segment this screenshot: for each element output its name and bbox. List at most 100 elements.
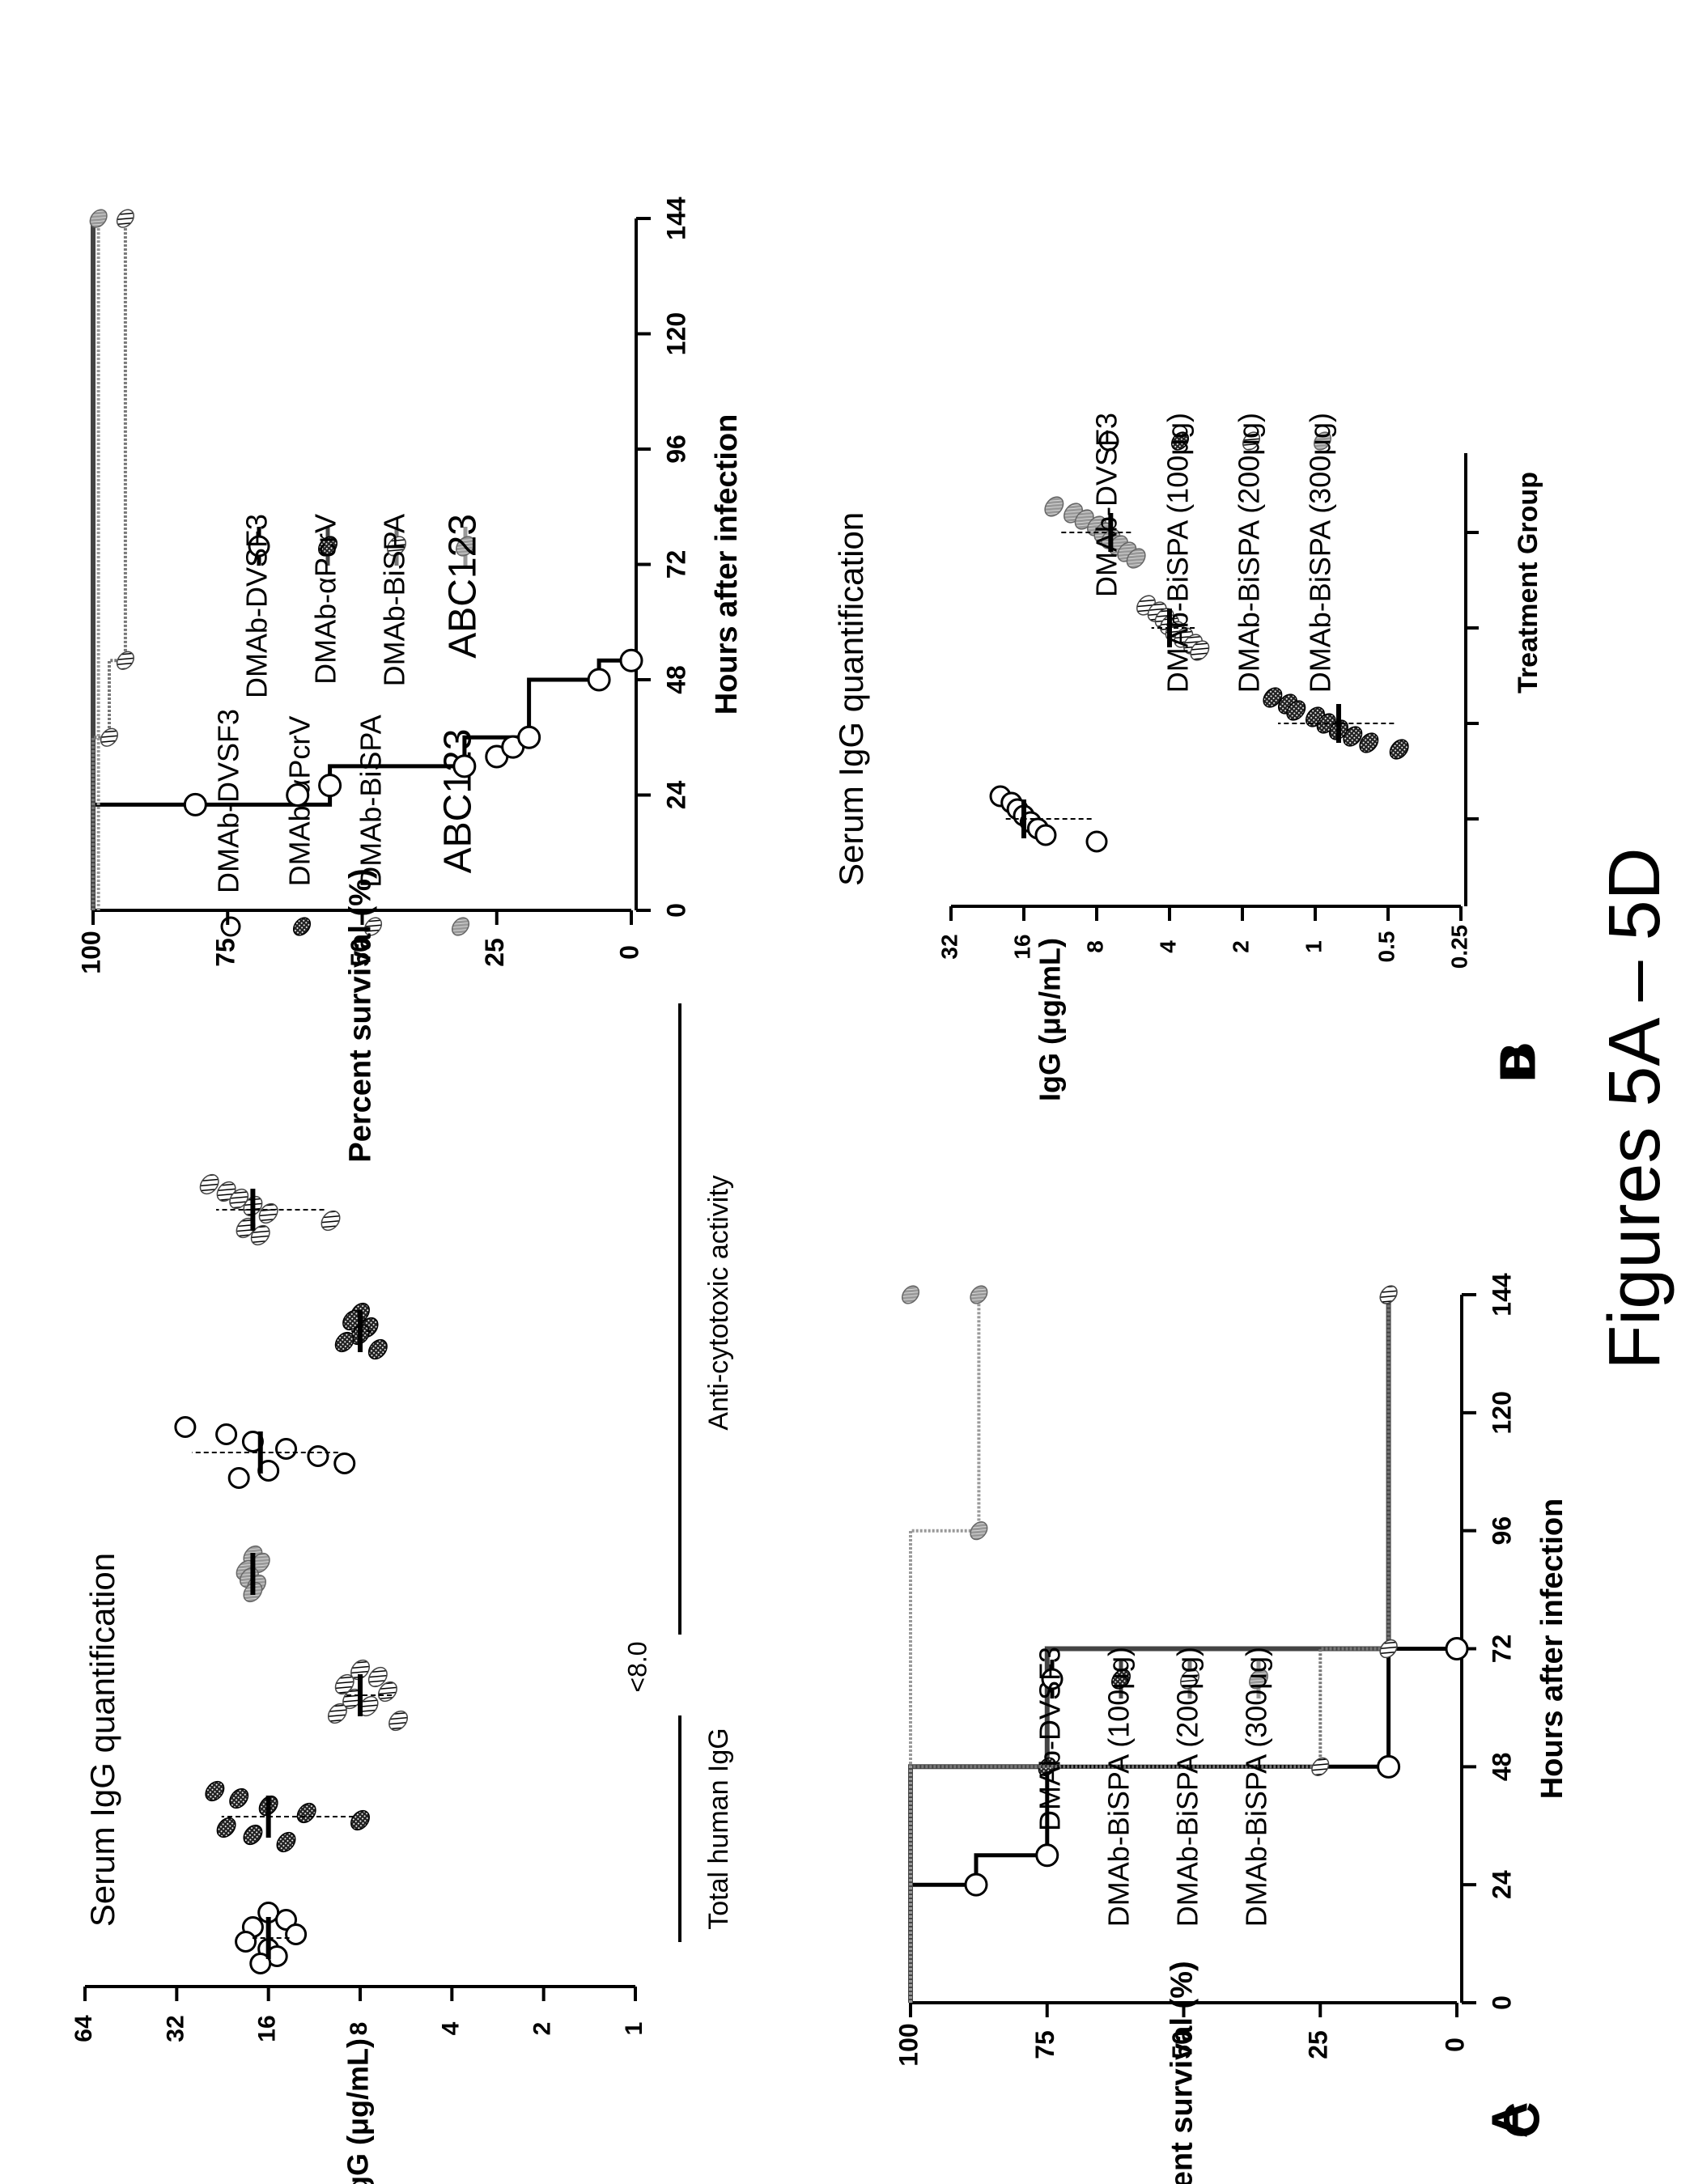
- x-tick-label: 120: [661, 312, 690, 355]
- y-tick-label: 100: [894, 2023, 923, 2066]
- legend-entry: DMAb-BiSPA (300μg): [1240, 1647, 1273, 1927]
- panel-label: A: [1482, 2102, 1538, 2139]
- data-point: [1263, 687, 1283, 708]
- y-tick-label: 4: [1155, 940, 1180, 953]
- legend-marker: [1242, 431, 1261, 451]
- data-point: [1034, 824, 1057, 846]
- censor-marker: [116, 651, 134, 670]
- panel-c: 0 24 48 72 96 120 144 0 25 50 75 100 Hours after inf…: [894, 1273, 1569, 2184]
- y-tick-label: 75: [1030, 2030, 1059, 2059]
- data-point: [205, 1780, 225, 1802]
- panel-label: B: [1490, 1042, 1546, 1079]
- legend-marker: [1249, 1669, 1268, 1690]
- x-tick-label: 96: [1487, 1516, 1516, 1546]
- x-tick-label: 24: [1487, 1870, 1516, 1899]
- x-tick-label: 0: [1487, 1995, 1516, 2010]
- censor-marker: [1379, 1639, 1398, 1659]
- censor-marker: [619, 648, 643, 672]
- y-tick-label: 2: [529, 2022, 556, 2036]
- data-point: [1190, 640, 1210, 661]
- data-point: [367, 1338, 388, 1360]
- y-tick-label: 25: [1304, 2030, 1333, 2059]
- x-tick-label: 96: [661, 435, 690, 464]
- legend-entry: DMAb-αPcrV: [309, 514, 342, 685]
- legend-marker: [292, 917, 312, 936]
- data-point: [321, 1210, 341, 1232]
- y-tick-label: 0.5: [1373, 931, 1399, 963]
- censor-marker: [1377, 1754, 1401, 1779]
- censor-marker: [970, 1521, 988, 1541]
- legend-entry: DMAb-BiSPA: [355, 715, 388, 887]
- data-point: [333, 1452, 356, 1474]
- censor-marker: [517, 725, 541, 749]
- censor-marker: [116, 209, 134, 228]
- series-line: [909, 1295, 981, 2003]
- y-tick-label: 0: [614, 945, 643, 960]
- data-point: [334, 1673, 355, 1695]
- legend-entry: DMAb-DVSF3: [1090, 413, 1123, 597]
- legend-marker: [220, 916, 241, 937]
- series-line: [91, 218, 127, 910]
- censor-marker: [318, 774, 342, 798]
- data-point: [274, 1438, 297, 1460]
- x-tick-label: 48: [1487, 1753, 1516, 1782]
- y-tick-label: 50: [1167, 2030, 1196, 2059]
- legend-entry: DMAb-DVSF3: [212, 709, 245, 893]
- y-axis-title: Percent survival (%): [1165, 1961, 1199, 2184]
- y-tick-label: 75: [211, 938, 240, 967]
- legend-entry: DMAb-BiSPA (200μg): [1233, 413, 1266, 693]
- y-tick-label: 0: [1440, 2038, 1469, 2052]
- y-tick-label: 50: [346, 938, 375, 967]
- censor-marker: [89, 209, 108, 228]
- x-tick-label: 48: [661, 665, 690, 694]
- x-tick-label: 120: [1487, 1391, 1516, 1434]
- series-line: [908, 1295, 1391, 2003]
- data-point: [243, 1824, 263, 1846]
- legend-marker: [456, 536, 475, 557]
- data-point: [258, 1202, 278, 1224]
- y-tick-label: 1: [621, 2022, 647, 2036]
- series-line: [909, 1295, 1390, 2003]
- data-point: [1044, 496, 1064, 517]
- legend-marker: [1313, 431, 1332, 451]
- data-point: [367, 1666, 388, 1688]
- y-axis-title: IgG (μg/mL): [1034, 938, 1067, 1101]
- chart-title: Serum IgG quantification: [83, 1553, 121, 1927]
- censor-marker: [100, 727, 118, 747]
- censor-marker: [452, 754, 477, 778]
- data-point: [199, 1173, 219, 1195]
- censor-marker: [1311, 1757, 1330, 1776]
- figure-caption: Figures 5A – 5D: [1594, 847, 1675, 1369]
- legend-entry: DMAb-DVSF3: [240, 514, 274, 698]
- y-tick-label: 32: [162, 2015, 189, 2042]
- data-point: [377, 1681, 397, 1703]
- y-axis-title: IgG (μg/mL): [342, 2038, 375, 2184]
- legend-marker: [1098, 430, 1119, 452]
- panel-d: 0.25 0.5 1 2 4 8 16 32 IgG (μg/mL) Treatment Grou…: [832, 413, 1546, 1101]
- legend-marker: [1041, 1668, 1064, 1690]
- data-point: [229, 1787, 249, 1809]
- censor-marker: [183, 792, 207, 816]
- legend-entry: DMAb-BiSPA (200μg): [1171, 1647, 1204, 1927]
- data-point: [215, 1423, 238, 1445]
- censor-marker: [587, 668, 611, 692]
- legend-entry: ABC123: [437, 729, 480, 874]
- legend-marker: [1111, 1669, 1131, 1690]
- x-axis-title: Hours after infection: [1535, 1499, 1569, 1800]
- data-point: [296, 1802, 316, 1824]
- data-point: [350, 1809, 370, 1831]
- data-point: [174, 1416, 197, 1438]
- y-tick-label: 2: [1228, 940, 1253, 953]
- legend-entry: DMAb-BiSPA (100μg): [1161, 413, 1195, 693]
- censor-marker: [286, 783, 310, 807]
- x-tick-label: 0: [661, 903, 690, 918]
- censor-marker: [1445, 1637, 1469, 1660]
- legend-marker: [1180, 1669, 1199, 1690]
- chart-title: Serum IgG quantification: [832, 512, 870, 886]
- panel-label: D: [1490, 1046, 1546, 1083]
- data-point: [1359, 732, 1379, 753]
- x-axis-title: Hours after infection: [710, 414, 744, 715]
- data-point: [1343, 726, 1363, 747]
